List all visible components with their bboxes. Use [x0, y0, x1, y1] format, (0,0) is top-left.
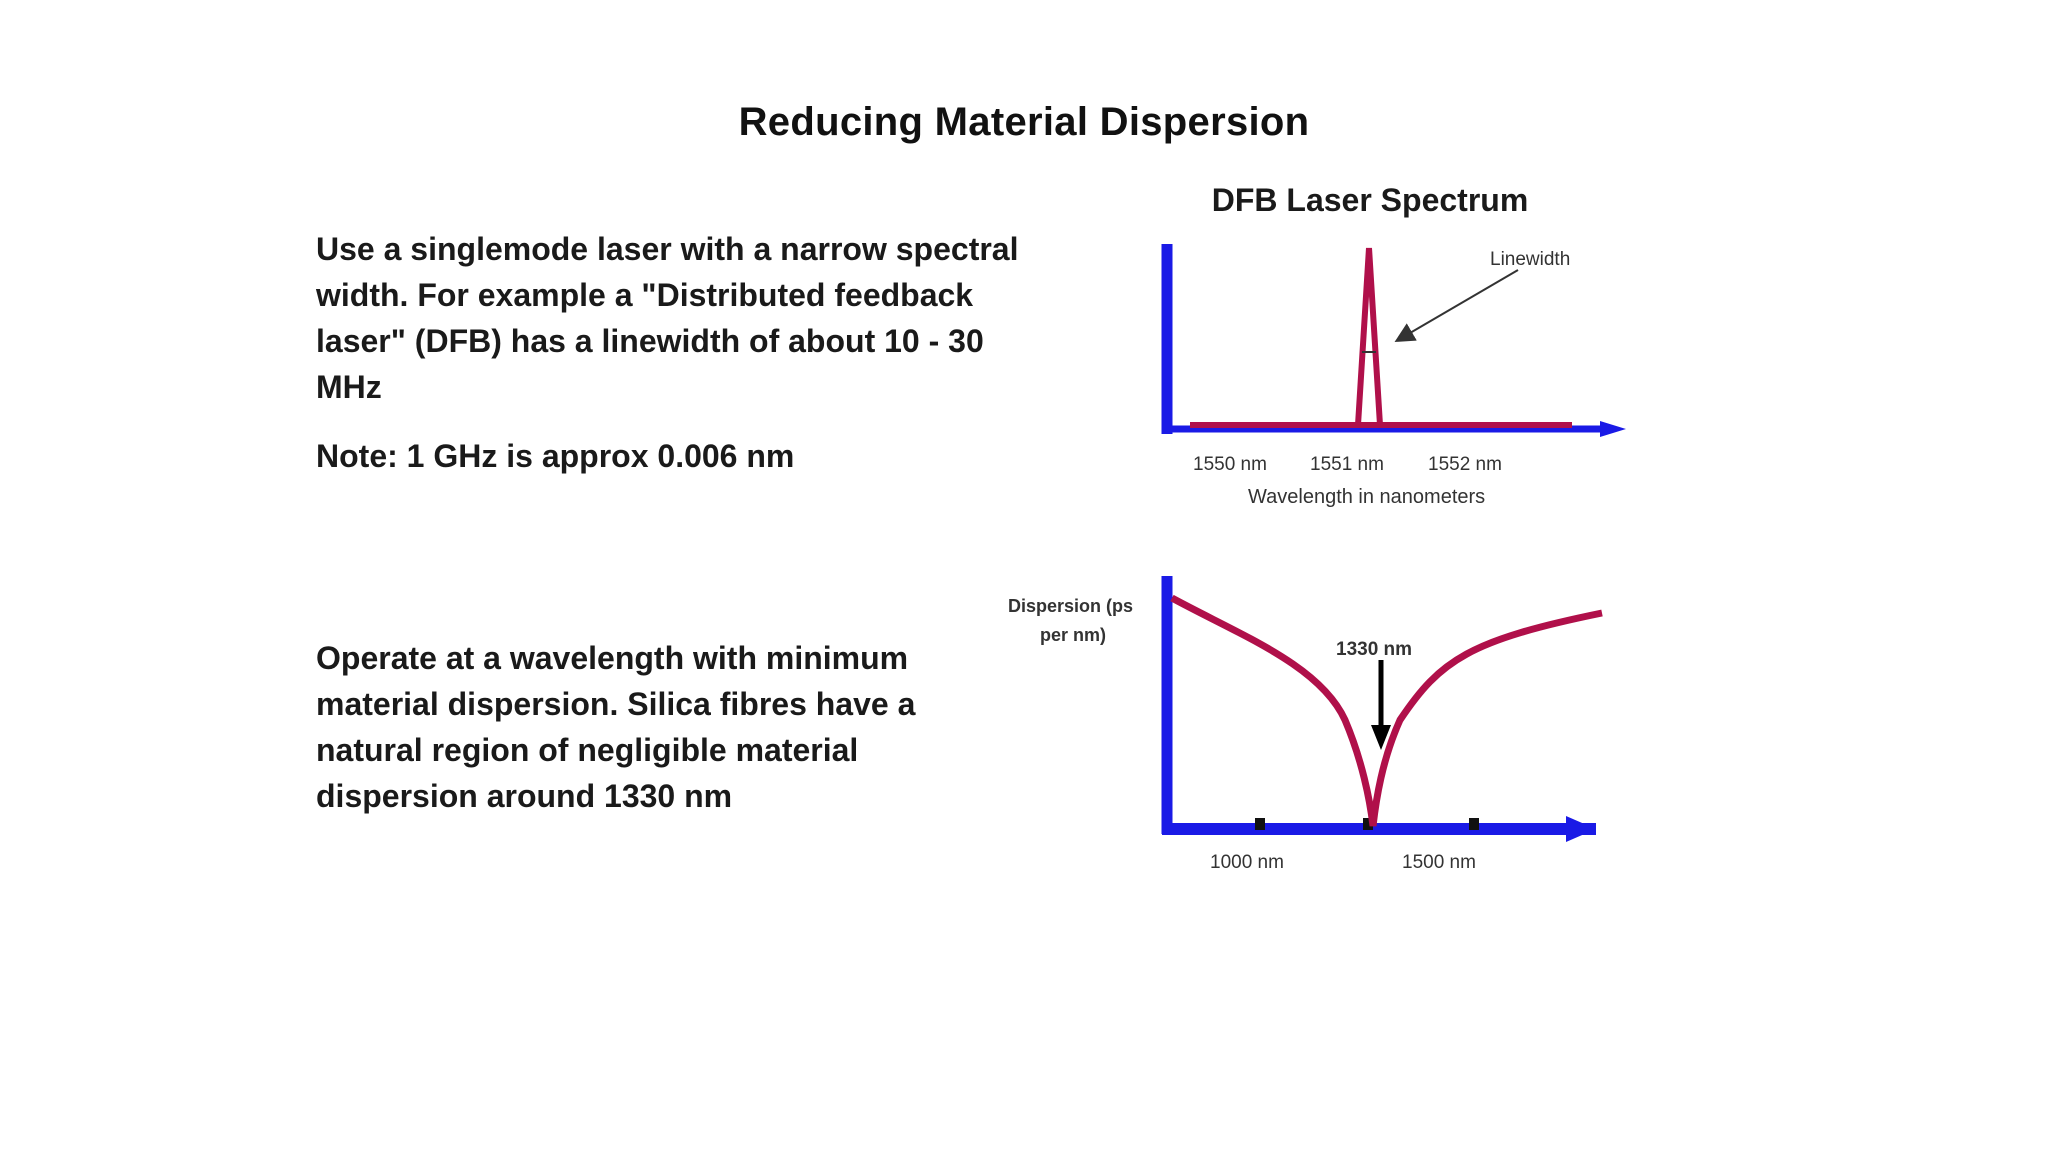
dispersion-tick-mark — [1255, 818, 1265, 830]
dispersion-curve — [1170, 594, 1603, 827]
dfb-chart-title: DFB Laser Spectrum — [1211, 182, 1529, 218]
dfb-tick-1551: 1551 nm — [1310, 454, 1384, 475]
dfb-x-axis-label: Wavelength in nanometers — [1248, 486, 1485, 508]
slide-title: Reducing Material Dispersion — [738, 100, 1310, 144]
dispersion-tick-1500: 1500 nm — [1402, 852, 1476, 873]
dfb-linewidth-label: Linewidth — [1490, 249, 1570, 270]
dfb-linewidth-arrow — [1394, 269, 1519, 343]
dfb-x-axis-arrow — [1600, 421, 1626, 437]
dispersion-y-label-line2: per nm) — [1040, 625, 1106, 645]
dfb-tick-1550: 1550 nm — [1193, 454, 1267, 475]
dfb-peak-curve — [1355, 247, 1383, 426]
bullet-ghz-note: Note: 1 GHz is approx 0.006 nm — [316, 438, 795, 474]
dispersion-tick-mark — [1363, 818, 1373, 830]
dispersion-x-axis-arrow — [1566, 816, 1596, 842]
minimum-arrow-head — [1371, 725, 1391, 750]
bullet-operating-wavelength: Operate at a wavelength with minimum mat… — [316, 640, 916, 814]
bullet-laser-linewidth: Use a singlemode laser with a narrow spe… — [316, 231, 1019, 405]
dispersion-tick-1000: 1000 nm — [1210, 852, 1284, 873]
dfb-tick-1552: 1552 nm — [1428, 454, 1502, 475]
dispersion-y-label-line1: Dispersion (ps — [1008, 596, 1133, 616]
minimum-label: 1330 nm — [1336, 639, 1412, 660]
dispersion-tick-mark — [1469, 818, 1479, 830]
